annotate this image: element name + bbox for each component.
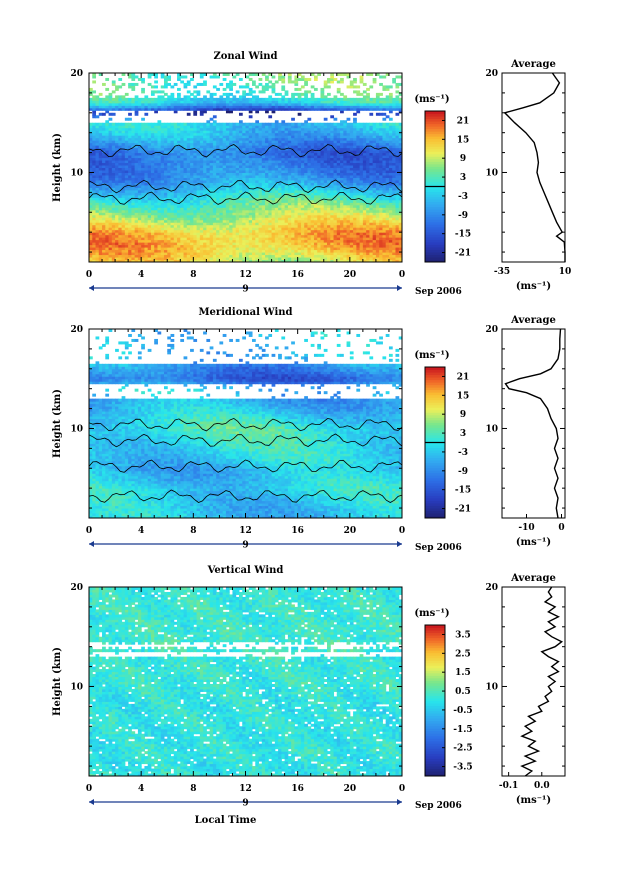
heatmap-field bbox=[89, 73, 403, 263]
